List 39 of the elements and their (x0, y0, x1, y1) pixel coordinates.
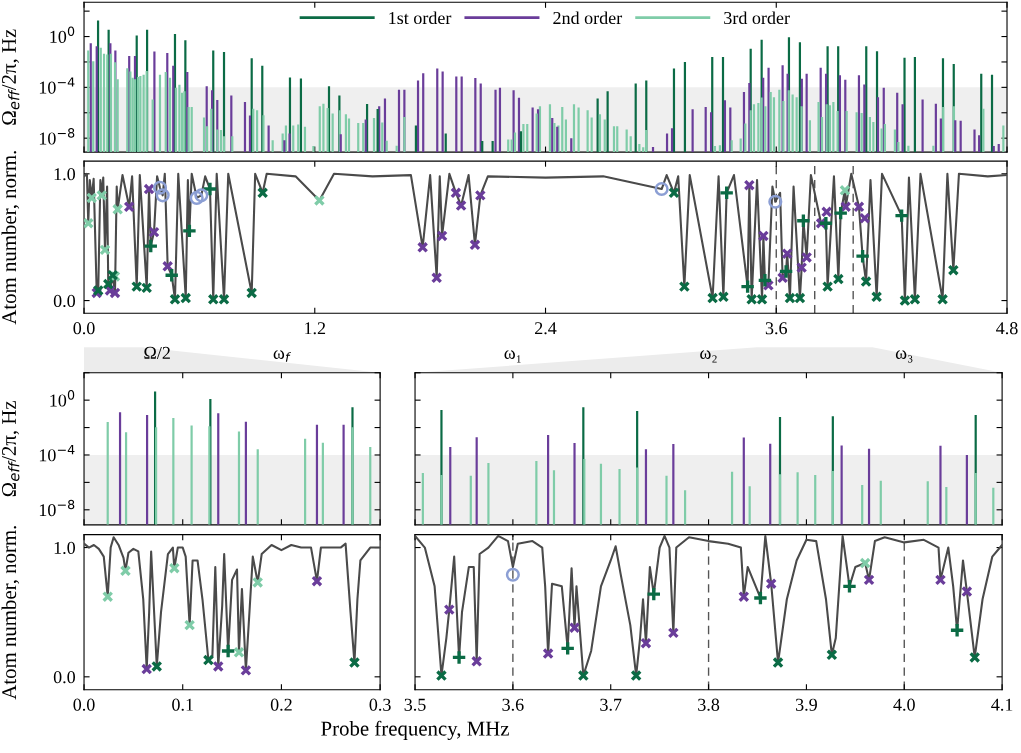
y-tick-label: 1.0 (54, 541, 76, 555)
x-tick-label: 3.5 (404, 698, 426, 711)
x-tick-label: 4.1 (991, 698, 1013, 711)
x-tick-label: 3.6 (502, 698, 524, 711)
x-tick-label: 0.0 (73, 322, 95, 335)
y-axis-title: Ω$_{eff}$/2π, Hz (2, 29, 20, 125)
y-tick-label: 10$^{−4}$ (39, 77, 75, 94)
x-tick-label: 3.8 (698, 698, 720, 711)
text: ω$_{f}$ (273, 350, 292, 362)
x-tick-label: 0.3 (369, 698, 391, 711)
y-axis-title: Atom number, norm. (1, 526, 20, 700)
x-tick-label: 2.4 (535, 322, 557, 335)
text: ω₂ (700, 350, 717, 363)
y-tick-label: 10$^{−8}$ (39, 499, 75, 517)
legend-label: 1st order (389, 11, 452, 25)
y-tick-label: 1.0 (54, 168, 76, 181)
text: Ω/2 (144, 346, 170, 359)
x-tick-label: 0.2 (270, 698, 292, 711)
x-tick-label: 3.7 (600, 698, 622, 711)
legend-label: 3rd order (724, 11, 790, 25)
legend-label: 2nd order (553, 11, 623, 25)
y-tick-label: 0.0 (53, 671, 76, 684)
x-tick-label: 3.9 (796, 698, 817, 711)
y-tick-label: 10$^{0}$ (50, 26, 75, 43)
y-axis-title: Atom number, norm. (1, 151, 20, 325)
y-axis-title: Ω$_{eff}$/2π, Hz (2, 400, 20, 497)
x-tick-label: 0.0 (73, 698, 95, 711)
x-tick-label: 1.2 (305, 322, 326, 335)
y-tick-label: 10$^{−8}$ (39, 128, 75, 145)
x-tick-label: 3.6 (765, 322, 788, 335)
x-tick-label: 0.1 (172, 698, 193, 711)
text: ω₁ (504, 350, 521, 363)
y-tick-label: 10$^{−4}$ (39, 445, 75, 462)
y-tick-label: 0.0 (53, 294, 76, 308)
x-tick-label: 4.0 (893, 698, 915, 711)
x-axis-title: Probe frequency, MHz (321, 720, 509, 740)
text: ω₃ (895, 350, 913, 363)
y-tick-label: 10$^{0}$ (50, 390, 75, 407)
x-tick-label: 4.8 (996, 322, 1018, 335)
